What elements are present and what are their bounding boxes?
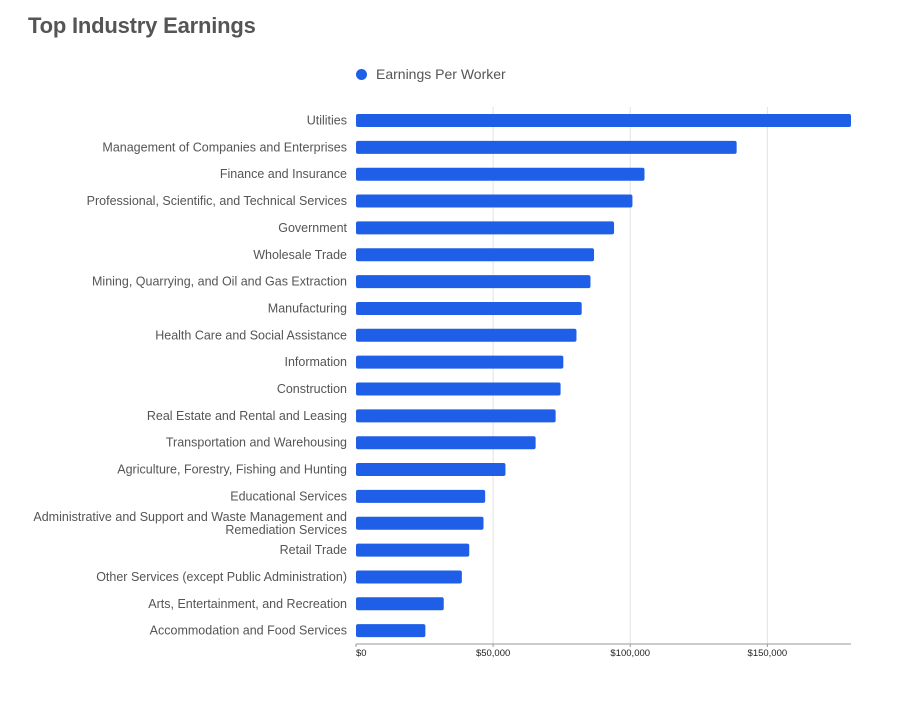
legend: Earnings Per Worker <box>356 66 506 82</box>
bar <box>356 275 591 289</box>
category-label: Health Care and Social Assistance <box>155 328 347 342</box>
category-label: Information <box>284 355 347 369</box>
category-label: Retail Trade <box>280 543 347 557</box>
chart-title: Top Industry Earnings <box>28 13 256 38</box>
category-label: Accommodation and Food Services <box>150 624 347 638</box>
bar <box>356 248 595 262</box>
category-label: Manufacturing <box>268 301 347 315</box>
bar <box>356 489 486 503</box>
category-label: Wholesale Trade <box>253 248 347 262</box>
bar <box>356 114 851 127</box>
bar <box>356 570 462 584</box>
bar <box>356 167 645 181</box>
category-label: Administrative and Support and Waste Man… <box>33 510 347 537</box>
bar <box>356 355 564 369</box>
bar <box>356 409 556 423</box>
category-label: Real Estate and Rental and Leasing <box>147 409 347 423</box>
category-label: Other Services (except Public Administra… <box>96 570 347 584</box>
bar <box>356 543 470 557</box>
legend-marker <box>356 68 367 80</box>
bar <box>356 624 426 638</box>
bar <box>356 140 737 154</box>
category-label-line: Remediation Services <box>225 523 347 537</box>
category-label: Educational Services <box>230 489 347 503</box>
bar <box>356 597 444 611</box>
bar <box>356 221 615 235</box>
category-label: Arts, Entertainment, and Recreation <box>148 597 347 611</box>
category-label: Agriculture, Forestry, Fishing and Hunti… <box>117 463 347 477</box>
category-label: Construction <box>277 382 347 396</box>
bar <box>356 301 582 315</box>
bar <box>356 463 506 477</box>
bar <box>356 328 577 342</box>
legend-label: Earnings Per Worker <box>376 66 506 82</box>
category-label: Government <box>278 221 347 235</box>
category-label: Mining, Quarrying, and Oil and Gas Extra… <box>92 275 347 289</box>
category-label: Management of Companies and Enterprises <box>102 140 347 154</box>
bar <box>356 382 561 396</box>
category-label-line: Administrative and Support and Waste Man… <box>33 510 347 524</box>
x-tick-label: $50,000 <box>476 648 510 659</box>
category-label: Professional, Scientific, and Technical … <box>87 194 347 208</box>
bar <box>356 194 633 208</box>
bar <box>356 516 484 530</box>
category-label: Finance and Insurance <box>220 167 347 181</box>
x-tick-label: $0 <box>356 648 367 659</box>
category-label: Transportation and Warehousing <box>166 436 347 450</box>
x-tick-label: $150,000 <box>748 648 788 659</box>
bar <box>356 436 536 450</box>
x-tick-label: $100,000 <box>610 648 650 659</box>
category-label: Utilities <box>307 114 347 128</box>
